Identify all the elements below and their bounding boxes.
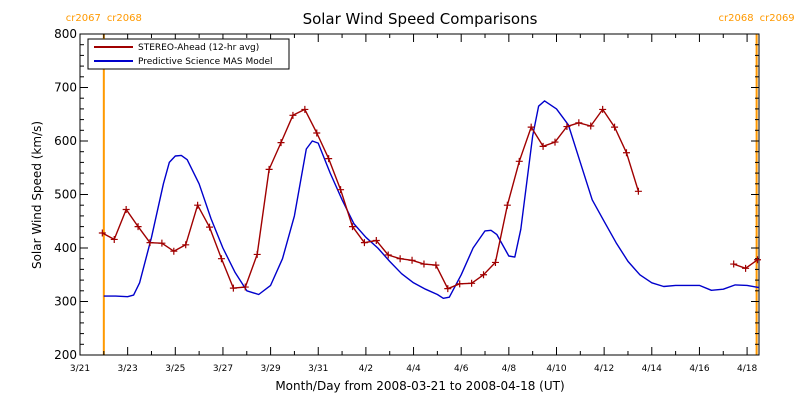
x-tick-label: 4/2 [359, 364, 373, 374]
data-point [587, 122, 595, 130]
x-tick-label: 3/31 [308, 364, 328, 374]
data-point [480, 271, 488, 279]
data-point [742, 264, 750, 272]
x-tick-label: 4/10 [546, 364, 566, 374]
data-point [289, 111, 297, 119]
legend-box [87, 38, 290, 70]
x-tick-label: 4/16 [689, 364, 709, 374]
series-layer [98, 100, 762, 299]
data-point [277, 139, 285, 147]
x-tick-label: 4/18 [737, 364, 757, 374]
data-point [301, 105, 309, 113]
data-point [408, 256, 416, 264]
data-point [134, 223, 142, 231]
data-point [420, 260, 428, 268]
data-point [325, 155, 333, 163]
x-tick-label: 3/21 [70, 364, 90, 374]
data-point [217, 255, 225, 263]
data-point [158, 239, 166, 247]
x-tick-label: 3/27 [213, 364, 233, 374]
data-point [384, 251, 392, 259]
data-point [503, 201, 511, 209]
data-point [599, 105, 607, 113]
data-point [194, 201, 202, 209]
data-point [241, 283, 249, 291]
y-axis: 200 300 400 500 600 700 800 [54, 27, 759, 362]
data-point [122, 205, 130, 213]
data-point [527, 123, 535, 131]
y-tick-label: 300 [54, 295, 77, 309]
data-point [754, 256, 762, 264]
data-point [229, 284, 237, 292]
plot-frame [79, 33, 760, 356]
data-point [253, 250, 261, 258]
data-point [539, 142, 547, 150]
data-point [348, 223, 356, 231]
series-line [101, 108, 640, 290]
y-tick-label: 700 [54, 81, 77, 95]
x-tick-label: 4/8 [502, 364, 517, 374]
data-point [575, 119, 583, 127]
legend-label-stereo: STEREO-Ahead (12-hr avg) [138, 43, 259, 53]
rotation-marker-label-left: cr2068 [719, 13, 754, 24]
rotation-marker-label-right: cr2069 [760, 13, 795, 24]
data-point [146, 239, 154, 247]
data-point [360, 239, 368, 247]
data-point [444, 285, 452, 293]
x-tick-label: 4/6 [454, 364, 469, 374]
series-0 [98, 105, 762, 293]
y-tick-label: 200 [54, 348, 77, 362]
data-point [182, 241, 190, 249]
data-point [372, 237, 380, 245]
y-axis-label: Solar Wind Speed (km/s) [30, 121, 44, 269]
rotation-marker-label-left: cr2067 [66, 13, 101, 24]
y-tick-label: 800 [54, 27, 77, 41]
legend-label-model: Predictive Science MAS Model [138, 57, 273, 67]
x-axis: 3/21 3/23 3/25 3/27 3/29 3/31 4/2 4/4 4/6 4/8 4/10… [70, 34, 757, 374]
data-point [313, 129, 321, 137]
x-tick-label: 3/29 [260, 364, 280, 374]
x-tick-label: 4/12 [594, 364, 614, 374]
x-tick-label: 4/4 [406, 364, 421, 374]
data-point [515, 157, 523, 165]
data-point [468, 279, 476, 287]
data-point [98, 229, 106, 237]
y-tick-label: 600 [54, 134, 77, 148]
chart-title: Solar Wind Speed Comparisons [303, 10, 538, 28]
x-axis-label: Month/Day from 2008-03-21 to 2008-04-18 … [275, 379, 564, 393]
x-tick-label: 3/23 [118, 364, 138, 374]
data-point [396, 255, 404, 263]
legend: STEREO-Ahead (12-hr avg) Predictive Scie… [87, 38, 290, 70]
series-line [103, 100, 760, 299]
data-point [206, 223, 214, 231]
y-tick-label: 500 [54, 188, 77, 202]
data-point [491, 258, 499, 266]
data-point [551, 138, 559, 146]
data-point [265, 165, 273, 173]
data-point [337, 186, 345, 194]
y-tick-label: 400 [54, 241, 77, 255]
data-point [730, 260, 738, 268]
series-1 [103, 100, 760, 299]
data-point [611, 123, 619, 131]
x-tick-label: 3/25 [165, 364, 185, 374]
data-point [170, 247, 178, 255]
rotation-marker-label-right: cr2068 [107, 13, 142, 24]
data-point [563, 123, 571, 131]
data-point [110, 235, 118, 243]
data-point [432, 261, 440, 269]
data-point [634, 187, 642, 195]
data-point [456, 280, 464, 288]
data-point [622, 149, 630, 157]
x-tick-label: 4/14 [642, 364, 662, 374]
